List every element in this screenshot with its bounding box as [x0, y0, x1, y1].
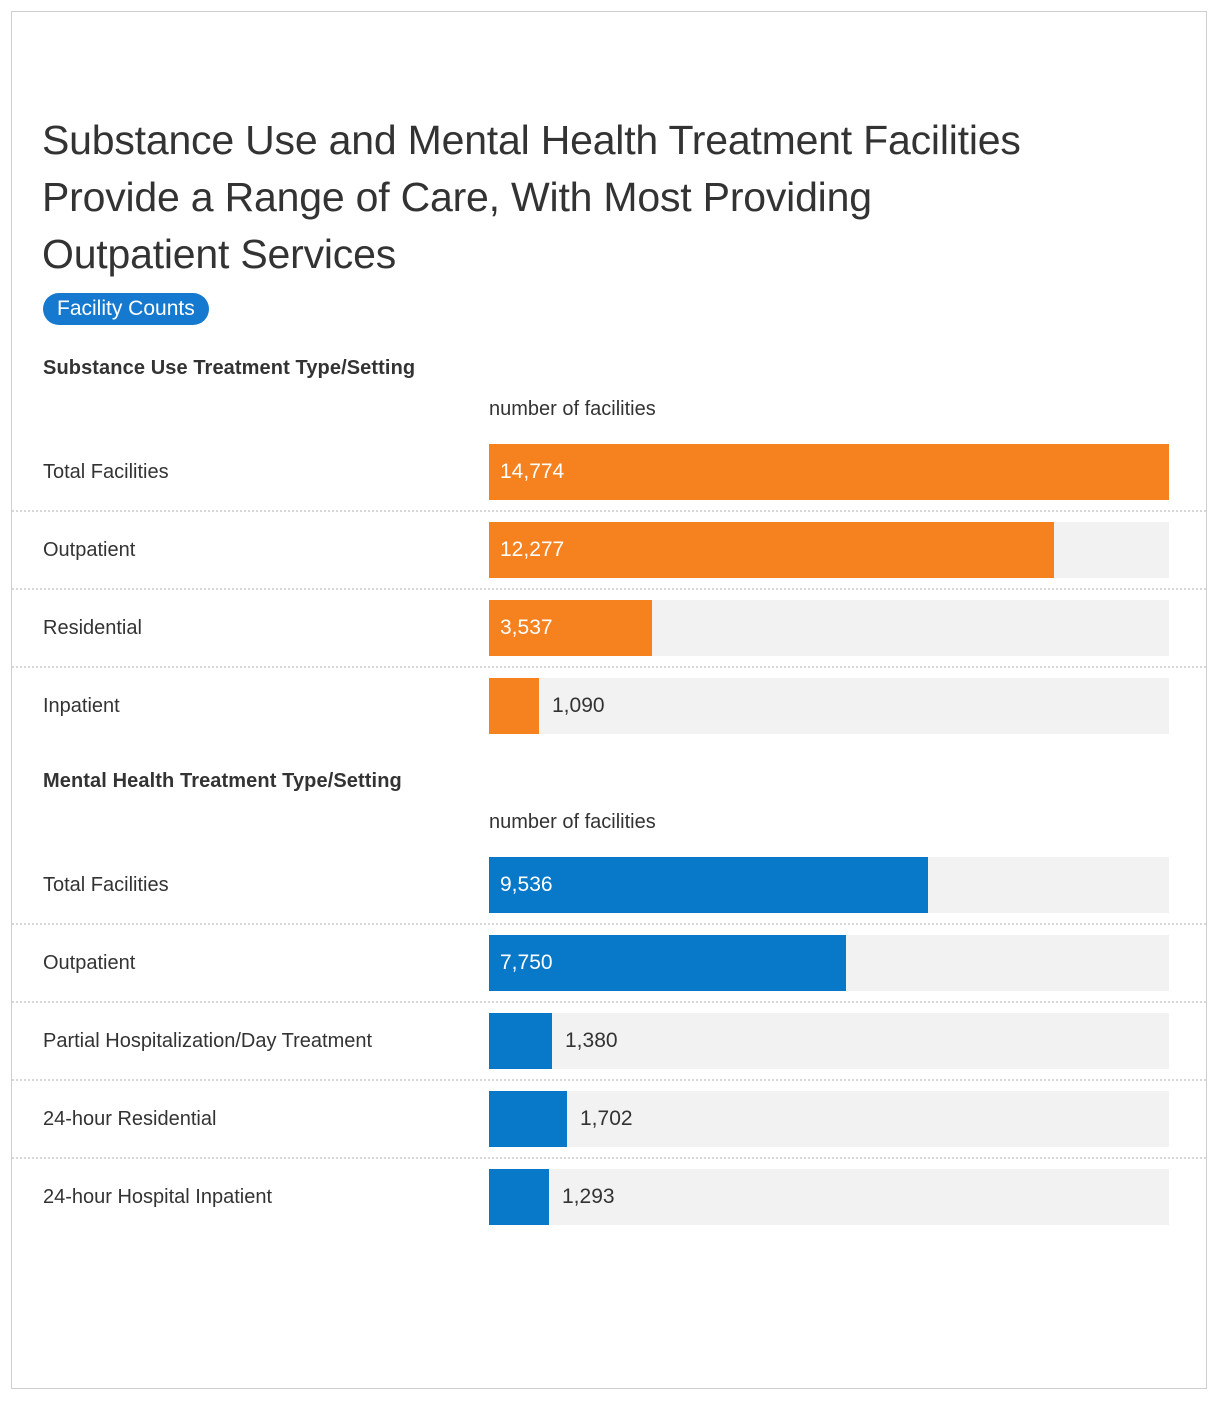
facility-counts-badge[interactable]: Facility Counts	[43, 293, 209, 325]
bar-value-label: 12,277	[500, 538, 565, 561]
section-title-mental-health: Mental Health Treatment Type/Setting	[43, 770, 402, 792]
bar[interactable]	[489, 444, 1169, 500]
bar-track: 1,090	[489, 678, 1169, 734]
bar-track: 7,750	[489, 935, 1169, 991]
bar-rows-mental-health: Total Facilities 9,536 Outpatient 7,750 Part…	[12, 847, 1206, 1235]
bar[interactable]	[489, 1169, 549, 1225]
bar[interactable]	[489, 600, 652, 656]
axis-label-substance-use: number of facilities	[489, 398, 656, 420]
bar-track: 1,293	[489, 1169, 1169, 1225]
bar-track: 14,774	[489, 444, 1169, 500]
bar-row-label: Residential	[43, 617, 142, 639]
bar-row-label: Outpatient	[43, 539, 136, 561]
bar[interactable]	[489, 1013, 552, 1069]
bar-value-label: 1,090	[552, 694, 605, 717]
bar-value-label: 9,536	[500, 873, 553, 896]
bar-row: Inpatient 1,090	[12, 666, 1206, 744]
bar-row-label: Total Facilities	[43, 461, 169, 483]
bar[interactable]	[489, 935, 846, 991]
bar-value-label: 1,702	[580, 1107, 633, 1130]
bar-track: 12,277	[489, 522, 1169, 578]
bar-value-label: 3,537	[500, 616, 553, 639]
bar-row: Outpatient 7,750	[12, 923, 1206, 1001]
bar[interactable]	[489, 522, 1054, 578]
bar-track: 1,380	[489, 1013, 1169, 1069]
bar-track: 3,537	[489, 600, 1169, 656]
bar-row-label: 24-hour Hospital Inpatient	[43, 1186, 273, 1208]
axis-label-mental-health: number of facilities	[489, 811, 656, 833]
bar-row: Total Facilities 14,774	[12, 434, 1206, 510]
bar[interactable]	[489, 1091, 567, 1147]
page-title: Substance Use and Mental Health Treatmen…	[42, 117, 1021, 278]
bar-row: Partial Hospitalization/Day Treatment 1,3…	[12, 1001, 1206, 1079]
bar-rows-substance-use: Total Facilities 14,774 Outpatient 12,277 Re…	[12, 434, 1206, 744]
bar-row: Outpatient 12,277	[12, 510, 1206, 588]
bar-row-label: Total Facilities	[43, 874, 169, 896]
bar-value-label: 7,750	[500, 951, 553, 974]
bar-value-label: 1,380	[565, 1029, 618, 1052]
report-card: Substance Use and Mental Health Treatmen…	[11, 11, 1207, 1389]
bar-value-label: 1,293	[562, 1185, 615, 1208]
bar-row-label: Inpatient	[43, 695, 120, 717]
badge-row: Facility Counts	[43, 293, 209, 325]
bar-row: Residential 3,537	[12, 588, 1206, 666]
section-title-substance-use: Substance Use Treatment Type/Setting	[43, 357, 416, 379]
bar[interactable]	[489, 857, 928, 913]
bar-track: 9,536	[489, 857, 1169, 913]
bar-row: Total Facilities 9,536	[12, 847, 1206, 923]
bar-row-label: 24-hour Residential	[43, 1108, 217, 1130]
bar-row-label: Outpatient	[43, 952, 136, 974]
bar-row: 24-hour Residential 1,702	[12, 1079, 1206, 1157]
bar-row: 24-hour Hospital Inpatient 1,293	[12, 1157, 1206, 1235]
bar-track: 1,702	[489, 1091, 1169, 1147]
bar[interactable]	[489, 678, 539, 734]
bar-value-label: 14,774	[500, 460, 565, 483]
bar-row-label: Partial Hospitalization/Day Treatment	[43, 1030, 373, 1052]
